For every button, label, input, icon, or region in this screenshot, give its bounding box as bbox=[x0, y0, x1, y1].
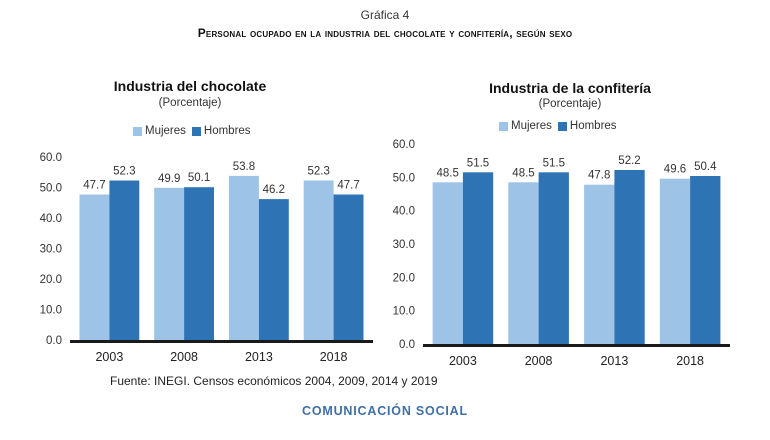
bar-hombres bbox=[109, 180, 140, 340]
bar-mujeres bbox=[303, 180, 334, 340]
chocolate-chart-title: Industria del chocolate bbox=[113, 78, 267, 94]
chart-title: Personal ocupado en la industria del cho… bbox=[197, 26, 573, 40]
x-tick-label: 2008 bbox=[525, 354, 553, 368]
data-label: 51.5 bbox=[467, 157, 489, 169]
y-tick-label: 60.0 bbox=[40, 152, 62, 164]
data-label: 47.8 bbox=[588, 170, 610, 182]
legend-label-mujeres: Mujeres bbox=[145, 125, 186, 137]
legend-item-mujeres: Mujeres bbox=[133, 125, 186, 137]
data-label: 53.8 bbox=[233, 161, 255, 173]
x-tick-label: 2013 bbox=[245, 350, 273, 364]
data-label: 52.3 bbox=[308, 166, 330, 178]
x-tick-label: 2003 bbox=[449, 354, 477, 368]
legend-swatch-mujeres bbox=[133, 126, 142, 136]
legend-swatch-hombres bbox=[557, 121, 567, 131]
data-label: 49.9 bbox=[158, 173, 180, 185]
figure-label: Gráfica 4 bbox=[360, 8, 410, 22]
data-label: 47.7 bbox=[337, 180, 359, 192]
bar-hombres bbox=[258, 199, 289, 340]
y-tick-label: 20.0 bbox=[40, 274, 62, 286]
chocolate-chart-panel: Industria del chocolate (Porcentaje) Muj… bbox=[0, 0, 385, 372]
confiteria-legend: Mujeres Hombres bbox=[499, 120, 623, 132]
chocolate-bar-chart: 0.0 10.0 20.0 30.0 40.0 50.0 60.0 47.7 52.3 2003 4… bbox=[40, 152, 373, 364]
y-tick-label: 40.0 bbox=[393, 206, 415, 218]
data-label: 51.5 bbox=[543, 157, 565, 169]
x-tick-label: 2018 bbox=[676, 354, 704, 368]
chocolate-chart-subtitle: (Porcentaje) bbox=[158, 97, 222, 109]
y-tick-label: 10.0 bbox=[40, 305, 62, 317]
data-label: 47.7 bbox=[83, 180, 105, 192]
data-label: 50.1 bbox=[188, 172, 210, 184]
bar-mujeres bbox=[584, 184, 615, 344]
x-tick-label: 2008 bbox=[170, 350, 198, 364]
x-tick-label: 2018 bbox=[320, 350, 348, 364]
confiteria-chart-title: Industria de la confitería bbox=[489, 80, 651, 96]
confiteria-chart-subtitle: (Porcentaje) bbox=[538, 98, 602, 110]
bar-hombres bbox=[184, 187, 214, 340]
bar-hombres bbox=[538, 172, 569, 344]
y-tick-label: 60.0 bbox=[393, 139, 415, 151]
y-tick-label: 40.0 bbox=[40, 213, 62, 225]
data-label: 46.2 bbox=[263, 184, 285, 196]
data-label: 52.3 bbox=[113, 166, 135, 178]
bar-mujeres bbox=[508, 182, 539, 344]
legend-item-hombres: Hombres bbox=[191, 125, 251, 137]
y-tick-label: 20.0 bbox=[393, 272, 415, 284]
bar-mujeres bbox=[432, 182, 463, 344]
bar-hombres bbox=[462, 172, 494, 344]
data-label: 48.5 bbox=[512, 167, 534, 179]
y-tick-label: 30.0 bbox=[40, 244, 62, 256]
y-tick-label: 50.0 bbox=[40, 183, 62, 195]
y-tick-label: 10.0 bbox=[393, 306, 415, 318]
y-tick-label: 50.0 bbox=[393, 172, 415, 184]
x-tick-label: 2013 bbox=[600, 354, 628, 368]
bar-hombres bbox=[333, 194, 364, 340]
x-tick-label: 2003 bbox=[95, 350, 123, 364]
bar-mujeres bbox=[154, 187, 185, 340]
confiteria-bar-chart: 0.0 10.0 20.0 30.0 40.0 50.0 60.0 48.5 51.5 2003 4… bbox=[393, 139, 730, 368]
data-label: 50.4 bbox=[694, 161, 717, 173]
source-note: Fuente: INEGI. Censos económicos 2004, 2… bbox=[110, 374, 438, 388]
legend-item-mujeres: Mujeres bbox=[499, 120, 552, 132]
data-label: 48.5 bbox=[437, 167, 459, 179]
chocolate-legend: Mujeres Hombres bbox=[133, 125, 257, 137]
bar-mujeres bbox=[79, 194, 110, 340]
confiteria-chart-panel: Industria de la confitería (Porcentaje) … bbox=[385, 0, 770, 372]
data-label: 52.2 bbox=[618, 155, 640, 167]
legend-item-hombres: Hombres bbox=[557, 120, 617, 132]
bar-hombres bbox=[614, 170, 645, 344]
footer-label: COMUNICACIÓN SOCIAL bbox=[302, 404, 468, 418]
legend-swatch-mujeres bbox=[499, 121, 508, 131]
y-tick-label: 30.0 bbox=[393, 239, 415, 251]
data-label: 49.6 bbox=[664, 164, 686, 176]
y-tick-label: 0.0 bbox=[399, 339, 415, 351]
y-tick-label: 0.0 bbox=[46, 335, 62, 347]
bar-mujeres bbox=[659, 178, 691, 344]
legend-label-hombres: Hombres bbox=[203, 125, 251, 137]
legend-swatch-hombres bbox=[191, 126, 201, 136]
legend-label-mujeres: Mujeres bbox=[511, 120, 552, 132]
legend-label-hombres: Hombres bbox=[569, 120, 617, 132]
bar-hombres bbox=[690, 176, 721, 344]
bar-mujeres bbox=[229, 175, 259, 340]
